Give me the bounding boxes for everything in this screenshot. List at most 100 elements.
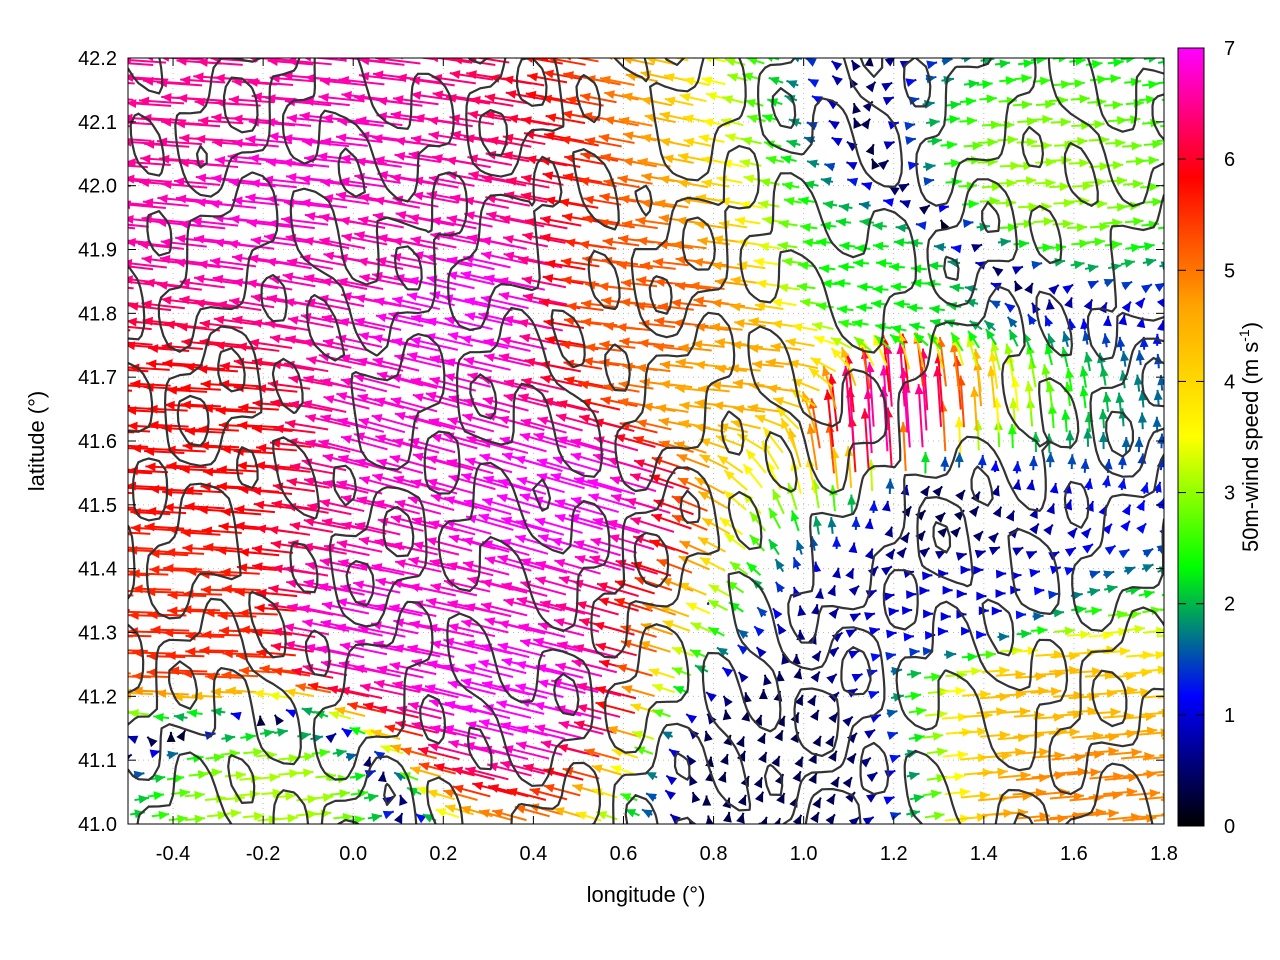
x-tick-label: -0.2 <box>246 843 280 865</box>
colorbar-label: 50m-wind speed (m s-1) <box>1236 322 1263 552</box>
wind-vector-head <box>1168 160 1178 169</box>
wind-vector-head <box>1020 771 1031 781</box>
wind-vector-head <box>444 804 456 814</box>
colorbar-tick-label: 6 <box>1224 149 1235 171</box>
wind-vector-head <box>594 58 595 59</box>
wind-vector-head <box>253 811 265 821</box>
wind-vector-head <box>173 774 185 783</box>
wind-vector-head <box>90 220 100 229</box>
wind-vector-head <box>217 810 228 820</box>
wind-vector-head <box>500 760 512 770</box>
x-tick-label: 1.4 <box>970 843 998 865</box>
wind-vector-head <box>108 261 118 270</box>
wind-vector-head <box>826 794 835 806</box>
wind-vector-head <box>913 793 925 803</box>
x-tick-label: 0.8 <box>700 843 728 865</box>
wind-vector-head <box>1168 95 1178 104</box>
wind-vector-head <box>842 777 852 788</box>
wind-vector-head <box>1167 589 1178 598</box>
wind-vector-head <box>773 818 781 824</box>
wind-vector-head <box>1108 809 1119 818</box>
x-tick-label: -0.4 <box>156 843 190 865</box>
wind-vector-head <box>722 811 732 823</box>
wind-vector-head <box>128 754 132 761</box>
wind-vector-shaft <box>128 329 131 332</box>
wind-vector-shaft <box>128 344 132 348</box>
wind-vector-head <box>107 198 117 207</box>
wind-vector-head <box>115 672 125 681</box>
wind-vector-head <box>810 812 819 824</box>
wind-vector-head <box>848 817 860 824</box>
wind-vector-head <box>354 772 366 782</box>
y-tick-label: 41.1 <box>78 750 117 772</box>
y-tick-label: 41.7 <box>78 367 117 389</box>
y-axis-label: latitude (°) <box>24 391 49 492</box>
wind-vector-head <box>737 794 747 806</box>
wind-vector-head <box>1149 788 1161 798</box>
wind-vector-head <box>1166 753 1176 762</box>
wind-vector-head <box>666 775 678 786</box>
wind-vector-shaft <box>128 491 133 495</box>
colorbar-tick-label: 3 <box>1224 483 1235 505</box>
colorbar-label-main: 50m-wind speed (m s <box>1238 342 1263 552</box>
wind-vector-head <box>410 766 421 775</box>
wind-vector-head <box>194 814 206 824</box>
wind-vector-head <box>1164 811 1174 820</box>
wind-vector-head <box>422 814 434 823</box>
wind-vector-head <box>433 763 445 772</box>
wind-vector-shaft <box>128 404 131 407</box>
colorbar-tick-label: 2 <box>1224 594 1235 616</box>
x-tick-label: 1.6 <box>1060 843 1088 865</box>
wind-vector-head <box>754 791 764 803</box>
wind-vector-shaft <box>128 672 131 675</box>
wind-vector-head <box>825 814 835 824</box>
wind-vector-head <box>776 792 785 804</box>
wind-vector-head <box>90 464 100 473</box>
wind-vector-head <box>107 276 117 285</box>
wind-vector-head <box>529 787 541 797</box>
wind-vector-head <box>933 811 945 821</box>
wind-vector-shaft <box>1156 773 1164 777</box>
wind-vector-head <box>792 814 802 824</box>
wind-vector-head <box>103 97 113 106</box>
wind-vector-head <box>382 810 394 820</box>
wind-vector-head <box>90 77 100 86</box>
y-tick-label: 42.1 <box>78 112 117 134</box>
colorbar-tick-label: 7 <box>1224 38 1235 60</box>
wind-vector-shaft <box>1140 814 1164 819</box>
wind-vector-head <box>506 787 518 797</box>
wind-vector-head <box>128 137 132 147</box>
wind-vector-head <box>792 771 801 783</box>
y-tick-label: 41.5 <box>78 495 117 517</box>
wind-vector-head <box>113 403 123 412</box>
wind-vector-head <box>339 789 350 799</box>
wind-vector-head <box>979 791 990 801</box>
wind-vector-head <box>645 772 657 781</box>
wind-vector-head <box>665 790 676 801</box>
wind-vector-head <box>114 607 124 616</box>
wind-vector-head <box>591 764 603 774</box>
wind-vector-head <box>90 157 100 166</box>
wind-vector-shaft <box>128 652 135 655</box>
wind-vector-head <box>620 793 632 802</box>
wind-vector-shaft <box>128 265 130 268</box>
wind-vector-head <box>128 58 132 65</box>
colorbar-tick-label: 5 <box>1224 260 1235 282</box>
wind-vector-head <box>543 783 555 793</box>
wind-vector-head <box>808 773 817 785</box>
wind-vector-head <box>1039 811 1050 821</box>
wind-vector-shaft <box>1138 796 1164 801</box>
wind-vector-head <box>128 259 133 268</box>
wind-vector-head <box>90 400 100 409</box>
wind-vector-shaft <box>128 200 132 203</box>
wind-vector-head <box>154 774 166 783</box>
wind-vector-head <box>92 605 102 614</box>
wind-vector-head <box>90 280 100 289</box>
wind-vector-head <box>112 467 122 476</box>
wind-vector-head <box>1165 136 1175 145</box>
wind-vector-head <box>111 528 121 537</box>
wind-vector-head <box>194 790 205 800</box>
wind-vector-head <box>492 809 504 818</box>
wind-vector-head <box>1166 767 1176 776</box>
